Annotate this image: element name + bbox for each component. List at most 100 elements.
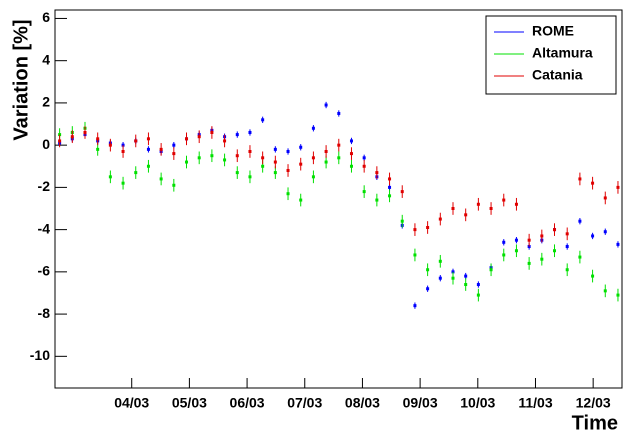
point [413,228,417,232]
point [578,255,582,259]
legend-box [485,15,617,95]
point [273,171,277,175]
y-tick-label: 4 [42,51,50,67]
point [502,198,506,202]
point [603,230,607,234]
point [591,181,595,185]
point [426,268,430,272]
point [388,194,392,198]
point [400,190,404,194]
point [324,160,328,164]
point [337,143,341,147]
point [489,268,493,272]
point [185,137,189,141]
point [388,177,392,181]
point [235,154,239,158]
point [565,245,569,249]
point [578,219,582,223]
point [375,171,379,175]
point [299,162,303,166]
point [400,219,404,223]
point [210,154,214,158]
point [616,242,620,246]
point [146,164,150,168]
point [603,196,607,200]
plot-frame [54,9,623,389]
point [185,160,189,164]
point [362,164,366,168]
point [286,192,290,196]
point [464,283,468,287]
point [540,234,544,238]
point [261,156,265,160]
point [603,289,607,293]
point [223,158,227,162]
y-tick-label: -6 [38,263,51,279]
point [514,202,518,206]
point [388,185,392,189]
point [362,156,366,160]
point [616,293,620,297]
point [146,147,150,151]
legend-label: ROME [532,23,574,39]
point [413,253,417,257]
point [514,238,518,242]
point [172,183,176,187]
y-tick-label: -8 [38,305,51,321]
x-axis-label: Time [572,412,618,434]
point [96,147,100,151]
point [121,149,125,153]
point [324,149,328,153]
point [362,190,366,194]
point [337,156,341,160]
point [210,130,214,134]
point [502,240,506,244]
point [58,139,62,143]
point [299,145,303,149]
y-tick-label: -4 [38,220,51,236]
point [349,152,353,156]
point [70,135,74,139]
point [108,143,112,147]
point [616,185,620,189]
point [286,168,290,172]
point [248,130,252,134]
point [578,177,582,181]
point [451,276,455,280]
point [337,111,341,115]
y-tick-label: 0 [42,136,50,152]
point [349,164,353,168]
x-tick-label: 08/03 [345,395,380,411]
point [261,164,265,168]
point [108,175,112,179]
point [159,177,163,181]
point [514,249,518,253]
x-tick-label: 10/03 [460,395,495,411]
point [273,160,277,164]
point [426,287,430,291]
point [286,149,290,153]
x-tick-label: 12/03 [576,395,611,411]
x-tick-label: 11/03 [518,395,552,411]
point [235,133,239,137]
point [261,118,265,122]
x-tick-label: 09/03 [403,395,438,411]
point [159,147,163,151]
y-tick-label: 6 [42,9,50,25]
point [146,137,150,141]
point [527,261,531,265]
point [476,283,480,287]
point [197,156,201,160]
point [311,126,315,130]
point [489,207,493,211]
point [591,274,595,278]
point [273,147,277,151]
point [476,293,480,297]
point [565,232,569,236]
point [83,130,87,134]
point [248,149,252,153]
point [299,198,303,202]
point [565,268,569,272]
x-tick-label: 05/03 [172,395,207,411]
x-tick-label: 04/03 [114,395,149,411]
